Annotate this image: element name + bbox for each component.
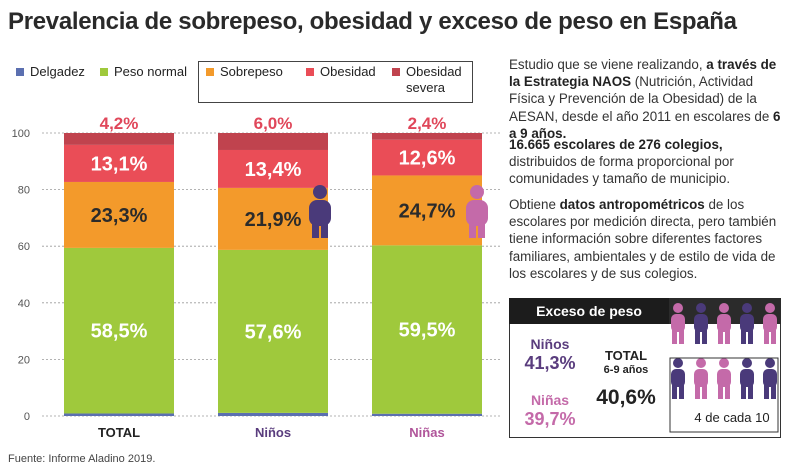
exceso-total-label: TOTAL <box>604 348 648 363</box>
legend-item-peso-normal: Peso normal <box>100 64 187 79</box>
exceso-header: Exceso de peso <box>509 298 781 324</box>
data-label-obesidad-2: 12,6% <box>399 148 456 170</box>
legend-label-obesidad-severa: Obesidad severa <box>406 64 462 95</box>
bar-segment-sobrepeso-2 <box>372 175 482 246</box>
legend-swatch-obesidad-severa <box>392 68 400 76</box>
desc-p1-bold-b: 6 a 9 años. <box>509 108 781 141</box>
legend-swatch-sobrepeso <box>206 68 214 76</box>
source-note: Fuente: Informe Aladino 2019. <box>8 453 156 465</box>
girl-person-icon <box>763 303 777 344</box>
data-label-peso-normal-1: 57,6% <box>245 321 302 343</box>
desc-p3-text-a: Obtiene <box>509 197 560 212</box>
stacked-bar-chart: 0204060801000,9%58,5%23,3%13,1%4,2%TOTAL… <box>12 114 500 440</box>
exceso-ninas-label: Niñas <box>530 392 570 408</box>
legend-swatch-obesidad <box>306 68 314 76</box>
data-label-obesidad-1: 13,4% <box>245 159 302 181</box>
exceso-ratio-text: 4 de cada 10 <box>690 410 774 428</box>
bar-segment-obesidad-severa-0 <box>64 133 174 145</box>
desc-p2-bold: 16.665 escolares de 276 colegios, <box>509 137 723 152</box>
boy-person-icon <box>671 358 685 399</box>
data-label-peso-normal-2: 59,5% <box>399 320 456 342</box>
y-tick-label-60: 60 <box>18 241 30 253</box>
boy-person-icon <box>694 303 708 344</box>
y-tick-label-80: 80 <box>18 185 30 197</box>
bar-segment-delgadez-0 <box>64 413 174 416</box>
exceso-total-sublabel: 6-9 años <box>603 364 649 376</box>
data-label-obesidad-severa-0: 4,2% <box>100 114 139 133</box>
exceso-title: Exceso de peso <box>509 298 669 324</box>
legend-highlight-box <box>198 61 473 103</box>
data-label-sobrepeso-1: 21,9% <box>245 209 302 231</box>
y-tick-label-0: 0 <box>24 411 30 423</box>
girl-person-icon <box>671 303 685 344</box>
legend-item-obesidad-severa: Obesidad severa <box>392 64 464 96</box>
boy-person-icon <box>763 358 777 399</box>
boy-person-icon <box>740 303 754 344</box>
legend-swatch-delgadez <box>16 68 24 76</box>
legend-item-obesidad: Obesidad <box>306 64 376 79</box>
desc-p3-text-b: de los escolares por medición directa, p… <box>509 197 777 281</box>
data-label-obesidad-severa-2: 2,4% <box>408 114 447 133</box>
boy-person-icon <box>740 358 754 399</box>
bar-segment-obesidad-0 <box>64 144 174 182</box>
desc-p1-text-b: (Nutrición, Actividad Física y Prevenció… <box>509 74 774 124</box>
y-tick-label-40: 40 <box>18 298 30 310</box>
bar-segment-obesidad-1 <box>218 149 328 188</box>
desc-p1-bold-a: a través de la Estrategia NAOS <box>509 57 777 90</box>
category-label-2: Niñas <box>409 425 444 440</box>
exceso-total-value: 40,6% <box>596 386 656 409</box>
bar-segment-peso-normal-1 <box>218 249 328 413</box>
exceso-ninos-value: 41,3% <box>524 353 576 373</box>
bar-segment-peso-normal-2 <box>372 245 482 414</box>
data-label-sobrepeso-2: 24,7% <box>399 200 456 222</box>
description-paragraph-3: Obtiene datos antropométricos de los esc… <box>509 196 781 282</box>
category-label-1: Niños <box>255 425 291 440</box>
legend-item-sobrepeso: Sobrepeso <box>206 64 283 79</box>
category-label-0: TOTAL <box>98 425 140 440</box>
legend-label-obesidad: Obesidad <box>320 64 376 79</box>
bar-segment-sobrepeso-0 <box>64 181 174 248</box>
y-tick-label-20: 20 <box>18 354 30 366</box>
desc-p1-text-a: Estudio que se viene realizando, <box>509 57 707 72</box>
data-label-sobrepeso-0: 23,3% <box>91 205 148 227</box>
exceso-ninos-label: Niños <box>530 336 570 352</box>
exceso-ninas-value: 39,7% <box>524 409 576 429</box>
legend-label-sobrepeso: Sobrepeso <box>220 64 283 79</box>
legend-item-delgadez: Delgadez <box>16 64 85 79</box>
ratio-frame <box>669 357 779 433</box>
girl-person-icon <box>717 303 731 344</box>
data-label-obesidad-0: 13,1% <box>91 153 148 175</box>
bar-segment-delgadez-1 <box>218 412 328 416</box>
bar-segment-peso-normal-0 <box>64 247 174 414</box>
girl-silhouette-icon <box>466 185 488 238</box>
y-tick-label-100: 100 <box>12 128 30 140</box>
legend-swatch-peso-normal <box>100 68 108 76</box>
bar-segment-delgadez-2 <box>372 413 482 416</box>
data-label-obesidad-severa-1: 6,0% <box>254 114 293 133</box>
girl-person-icon <box>694 358 708 399</box>
desc-p3-bold: datos antropométricos <box>559 197 705 212</box>
desc-p2-text: distribuidos de forma proporcional por c… <box>509 154 734 187</box>
description-paragraph-1: Estudio que se viene realizando, a travé… <box>509 56 781 142</box>
legend-label-delgadez: Delgadez <box>30 64 85 79</box>
boy-silhouette-icon <box>309 185 331 238</box>
legend-label-peso-normal: Peso normal <box>114 64 187 79</box>
description-paragraph-2: 16.665 escolares de 276 colegios, distri… <box>509 136 781 188</box>
data-label-peso-normal-0: 58,5% <box>91 321 148 343</box>
bar-segment-obesidad-2 <box>372 139 482 176</box>
people-icon-grid <box>669 303 779 433</box>
chart-title: Prevalencia de sobrepeso, obesidad y exc… <box>8 8 737 35</box>
girl-person-icon <box>717 358 731 399</box>
bar-segment-obesidad-severa-2 <box>372 133 482 140</box>
bar-segment-obesidad-severa-1 <box>218 133 328 150</box>
